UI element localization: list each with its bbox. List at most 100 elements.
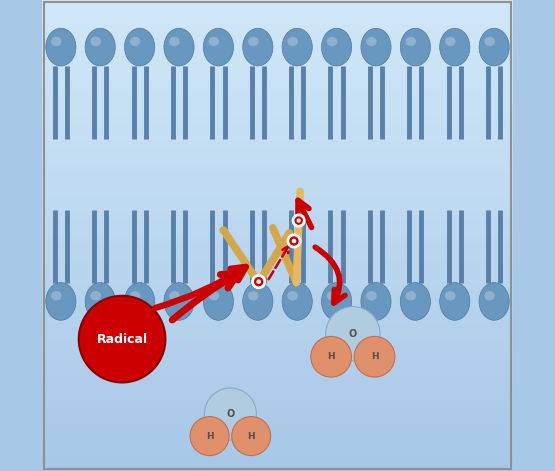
Ellipse shape — [51, 291, 62, 300]
Bar — [42, 0, 513, 8]
Ellipse shape — [366, 37, 377, 46]
Ellipse shape — [243, 28, 273, 66]
Ellipse shape — [164, 28, 194, 66]
Bar — [42, 196, 513, 204]
Ellipse shape — [209, 291, 219, 300]
Ellipse shape — [85, 28, 115, 66]
Bar — [42, 24, 513, 32]
Bar — [42, 416, 513, 424]
Ellipse shape — [445, 37, 456, 46]
Bar — [42, 314, 513, 322]
Bar — [42, 291, 513, 298]
Bar — [42, 204, 513, 212]
Ellipse shape — [361, 28, 391, 66]
Bar — [42, 259, 513, 267]
Ellipse shape — [485, 37, 495, 46]
Bar — [42, 455, 513, 463]
Bar — [42, 173, 513, 180]
Bar — [42, 432, 513, 439]
Bar — [42, 267, 513, 275]
Bar — [42, 361, 513, 369]
Ellipse shape — [406, 291, 416, 300]
Bar — [42, 141, 513, 149]
Bar — [42, 353, 513, 361]
Ellipse shape — [46, 283, 76, 320]
Bar — [42, 126, 513, 133]
Circle shape — [296, 219, 301, 223]
Ellipse shape — [440, 28, 470, 66]
Circle shape — [79, 296, 165, 382]
Ellipse shape — [479, 28, 509, 66]
Ellipse shape — [400, 283, 431, 320]
Ellipse shape — [400, 28, 431, 66]
Ellipse shape — [327, 37, 337, 46]
Ellipse shape — [130, 37, 140, 46]
Bar — [42, 322, 513, 330]
Bar — [42, 338, 513, 345]
Bar — [42, 377, 513, 385]
Bar — [42, 385, 513, 392]
Bar — [42, 424, 513, 432]
Bar — [42, 251, 513, 259]
Ellipse shape — [169, 291, 180, 300]
Bar — [42, 32, 513, 39]
Text: H: H — [327, 352, 335, 361]
Bar — [42, 79, 513, 86]
Bar — [42, 392, 513, 400]
Ellipse shape — [243, 283, 273, 320]
Bar — [42, 369, 513, 377]
Ellipse shape — [321, 283, 352, 320]
Ellipse shape — [327, 291, 337, 300]
Bar — [42, 345, 513, 353]
Text: O: O — [349, 329, 357, 339]
Bar — [42, 180, 513, 188]
Ellipse shape — [321, 28, 352, 66]
Ellipse shape — [90, 37, 101, 46]
Circle shape — [204, 388, 256, 440]
Circle shape — [326, 307, 380, 361]
Ellipse shape — [90, 291, 101, 300]
Circle shape — [190, 416, 229, 455]
Ellipse shape — [203, 283, 234, 320]
Ellipse shape — [282, 283, 312, 320]
Ellipse shape — [169, 37, 180, 46]
Circle shape — [288, 235, 300, 247]
Bar — [42, 8, 513, 16]
Bar — [42, 157, 513, 165]
Ellipse shape — [248, 291, 259, 300]
Circle shape — [293, 215, 304, 226]
Text: H: H — [206, 431, 214, 440]
Ellipse shape — [406, 37, 416, 46]
Bar — [42, 47, 513, 55]
Ellipse shape — [85, 283, 115, 320]
Ellipse shape — [479, 283, 509, 320]
Bar — [42, 133, 513, 141]
Ellipse shape — [248, 37, 259, 46]
Bar — [42, 63, 513, 71]
Text: O: O — [226, 409, 235, 419]
Text: H: H — [371, 352, 379, 361]
Bar — [42, 86, 513, 94]
Bar — [42, 188, 513, 196]
Bar — [42, 227, 513, 236]
Ellipse shape — [282, 28, 312, 66]
Bar — [42, 212, 513, 220]
Bar — [42, 330, 513, 338]
Bar — [42, 149, 513, 157]
Bar — [42, 283, 513, 291]
Ellipse shape — [203, 28, 234, 66]
Bar — [42, 275, 513, 283]
Bar — [42, 16, 513, 24]
Bar — [42, 39, 513, 47]
Bar — [42, 71, 513, 79]
Ellipse shape — [124, 283, 155, 320]
Circle shape — [292, 239, 296, 244]
Ellipse shape — [440, 283, 470, 320]
Bar — [42, 94, 513, 102]
Circle shape — [231, 416, 271, 455]
Ellipse shape — [124, 28, 155, 66]
Ellipse shape — [130, 291, 140, 300]
Text: Radical: Radical — [97, 333, 148, 346]
Bar — [42, 408, 513, 416]
Circle shape — [256, 279, 261, 284]
